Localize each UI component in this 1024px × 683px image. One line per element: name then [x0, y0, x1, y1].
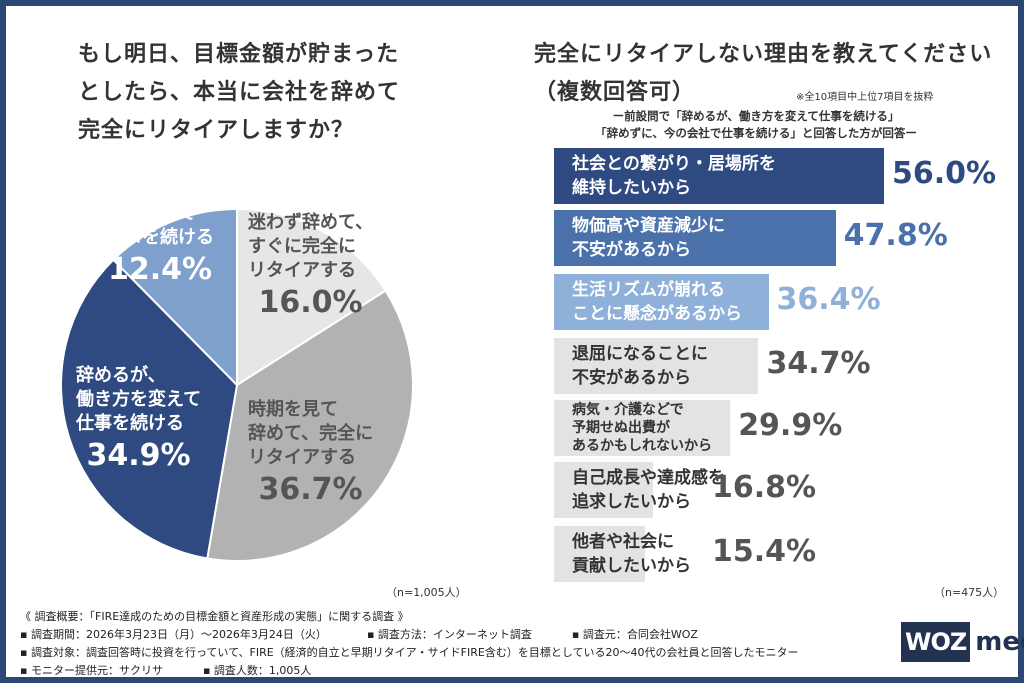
left-n: （n=1,005人）: [386, 586, 467, 599]
q-line: （複数回答可）: [534, 80, 696, 105]
pie-label-1: 時期を見て 辞めて、完全に リタイアする 36.7%: [248, 399, 374, 507]
sub-line: ー前設問で「辞めるが、働き方を変えて仕事を続ける」: [612, 109, 900, 123]
subtitle: ー前設問で「辞めるが、働き方を変えて仕事を続ける」 「辞めずに、今の会社で仕事を…: [546, 108, 966, 142]
right-question: 完全にリタイアしない理由を教えてください （複数回答可）: [534, 36, 992, 112]
pie-slice-2: [60, 258, 239, 560]
bar-2: [554, 274, 769, 330]
pie-slice-1: [206, 289, 414, 562]
footer-source: ▪ 調査元：合同会社WOZ: [571, 628, 698, 641]
bar-value-5: 16.8%: [712, 470, 817, 505]
footer-provider: ▪ モニター提供元：サクリサ: [20, 664, 163, 677]
bar-value-1: 47.8%: [843, 218, 948, 253]
bar-1: [554, 210, 836, 266]
bar-label-3: 退屈になることに 不安があるから: [572, 344, 708, 388]
bar-value-4: 29.9%: [738, 408, 843, 443]
bar-value-0: 56.0%: [892, 156, 997, 191]
q-line: としたら、本当に会社を辞めて: [78, 80, 401, 105]
footer-count: ▪ 調査人数：1,005人: [202, 664, 312, 677]
bar-value-2: 36.4%: [776, 282, 881, 317]
left-question: もし明日、目標金額が貯まった としたら、本当に会社を辞めて 完全にリタイアします…: [78, 36, 400, 150]
footer-period: ▪ 調査期間：2026年3月23日（月）～2026年3月24日（火）: [20, 628, 327, 641]
sub-line: 「辞めずに、今の会社で仕事を続ける」と回答した方が回答ー: [595, 126, 917, 140]
bar-label-1: 物価高や資産減少に 不安があるから: [572, 216, 725, 260]
pie-chart: [60, 207, 414, 562]
bar-value-6: 15.4%: [712, 534, 817, 569]
footer: 《 調査概要：「FIRE達成のための目標金額と資産形成の実態」に関する調査 》 …: [20, 608, 799, 680]
bar-label-4: 病気・介護などで 予期せぬ出費が あるかもしれないから: [572, 402, 712, 454]
bar-4: [554, 400, 731, 456]
bar-value-3: 34.7%: [766, 346, 871, 381]
bar-0: [554, 148, 884, 204]
bar-label-2: 生活リズムが崩れる ことに懸念があるから: [572, 280, 742, 324]
q-line: もし明日、目標金額が貯まった: [78, 42, 400, 67]
pie-label-3: 辞めずに、 今の会社で 仕事を続ける 12.4%: [106, 179, 214, 287]
q-line: 完全にリタイアしない理由を教えてください: [534, 42, 993, 67]
pie-slice-3: [111, 207, 238, 388]
pie-label-2: 辞めるが、 働き方を変えて 仕事を続ける 34.9%: [76, 365, 202, 473]
pie-slice-0: [236, 207, 387, 387]
bar-label-6: 他者や社会に 貢献したいから: [572, 532, 691, 576]
infographic: もし明日、目標金額が貯まった としたら、本当に会社を辞めて 完全にリタイアします…: [6, 6, 1024, 680]
woz-media-logo: WOZmedia: [901, 622, 1024, 662]
bar-5: [554, 462, 653, 518]
footer-method: ▪ 調査方法：インターネット調査: [366, 628, 532, 641]
footer-target: ▪ 調査対象：調査回答時に投資を行っていて、FIRE（経済的自立と早期リタイア・…: [20, 646, 799, 659]
bar-6: [554, 526, 645, 582]
right-n: （n=475人）: [934, 586, 1005, 599]
bar-label-5: 自己成長や達成感を 追求したいから: [572, 468, 725, 512]
footer-title: 《 調査概要：「FIRE達成のための目標金額と資産形成の実態」に関する調査 》: [20, 610, 409, 623]
bar-label-0: 社会との繋がり・居場所を 維持したいから: [572, 154, 776, 198]
note: ※全10項目中上位7項目を抜粋: [796, 92, 934, 103]
pie-label-0: 迷わず辞めて、 すぐに完全に リタイアする 16.0%: [248, 212, 374, 320]
bar-3: [554, 338, 759, 394]
q-line: 完全にリタイアしますか？: [78, 118, 355, 143]
